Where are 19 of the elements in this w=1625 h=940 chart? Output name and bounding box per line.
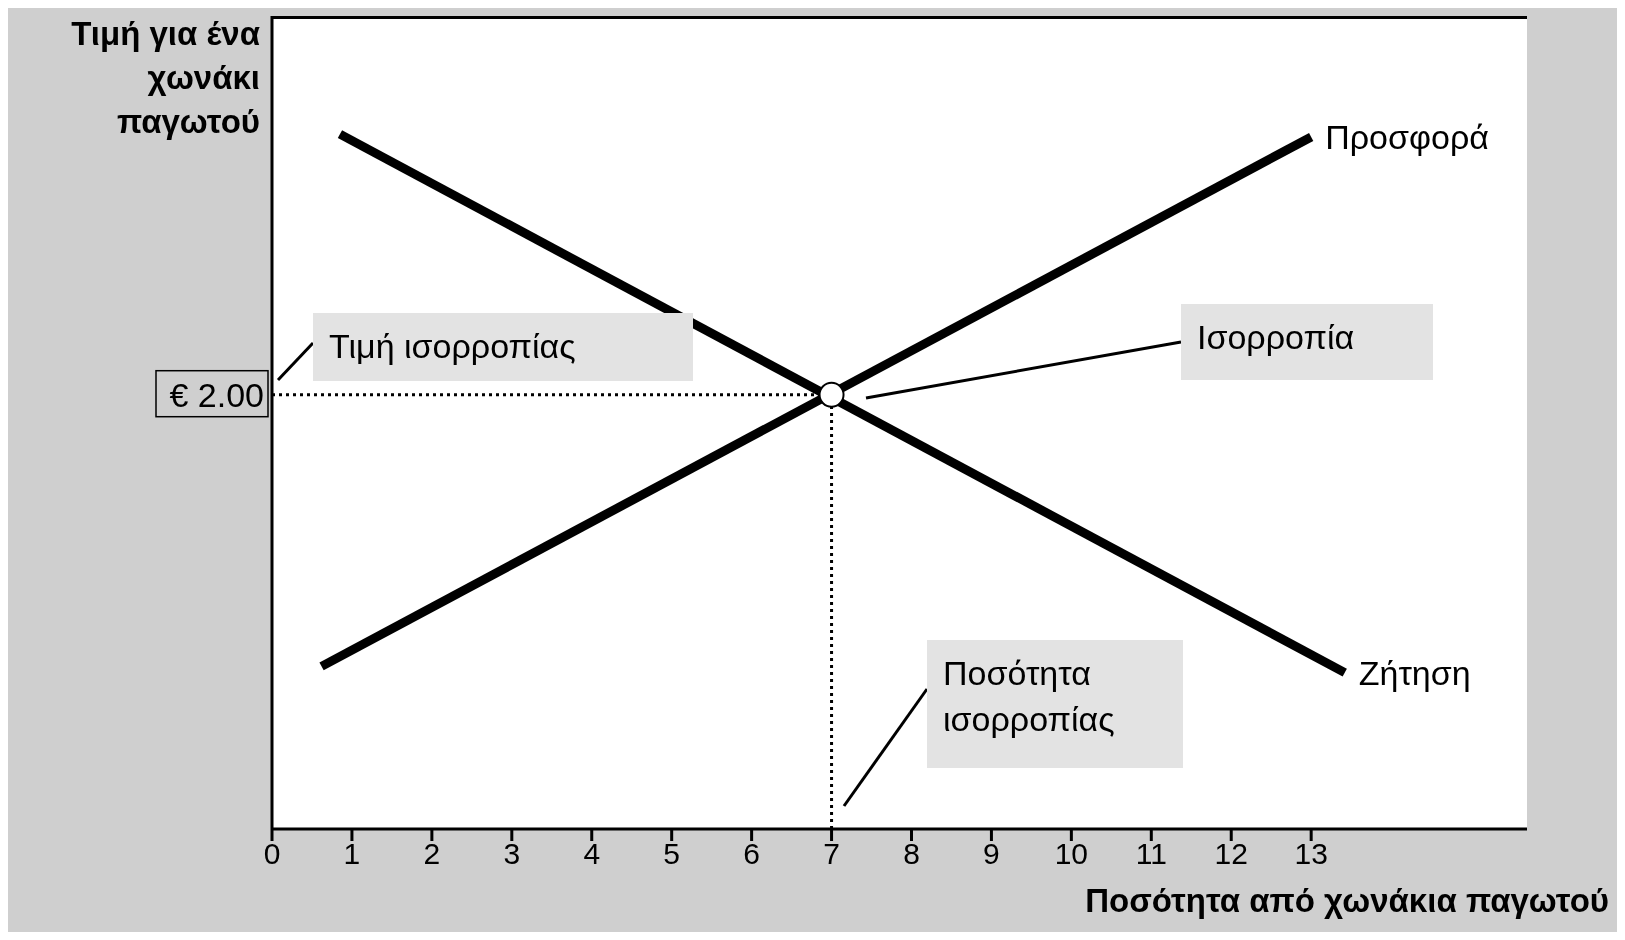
x-tick-label: 12 <box>1214 837 1248 871</box>
x-tick-label: 0 <box>263 837 281 871</box>
series-label: Ζήτηση <box>1358 653 1471 692</box>
x-tick-label: 9 <box>983 837 1000 871</box>
ref-line-label: € 2.00 <box>169 375 264 414</box>
y-axis-title: Τιμή για ένα χωνάκι παγωτού <box>70 14 260 142</box>
x-tick-label: 7 <box>823 837 840 871</box>
x-tick-label: 13 <box>1294 837 1328 871</box>
x-tick-label: 8 <box>903 837 920 871</box>
x-tick-label: 3 <box>503 837 521 871</box>
x-tick-label: 6 <box>743 837 760 871</box>
series-label: Προσφορά <box>1325 117 1489 156</box>
x-tick-label: 10 <box>1054 837 1089 871</box>
x-tick-label: 4 <box>583 837 601 871</box>
x-axis-title: Ποσότητα από χωνάκια παγωτού <box>1085 882 1609 920</box>
x-tick-label: 11 <box>1135 837 1167 871</box>
x-tick-label: 1 <box>343 837 361 871</box>
x-tick-label: 2 <box>423 837 441 871</box>
x-tick-label: 5 <box>663 837 681 871</box>
